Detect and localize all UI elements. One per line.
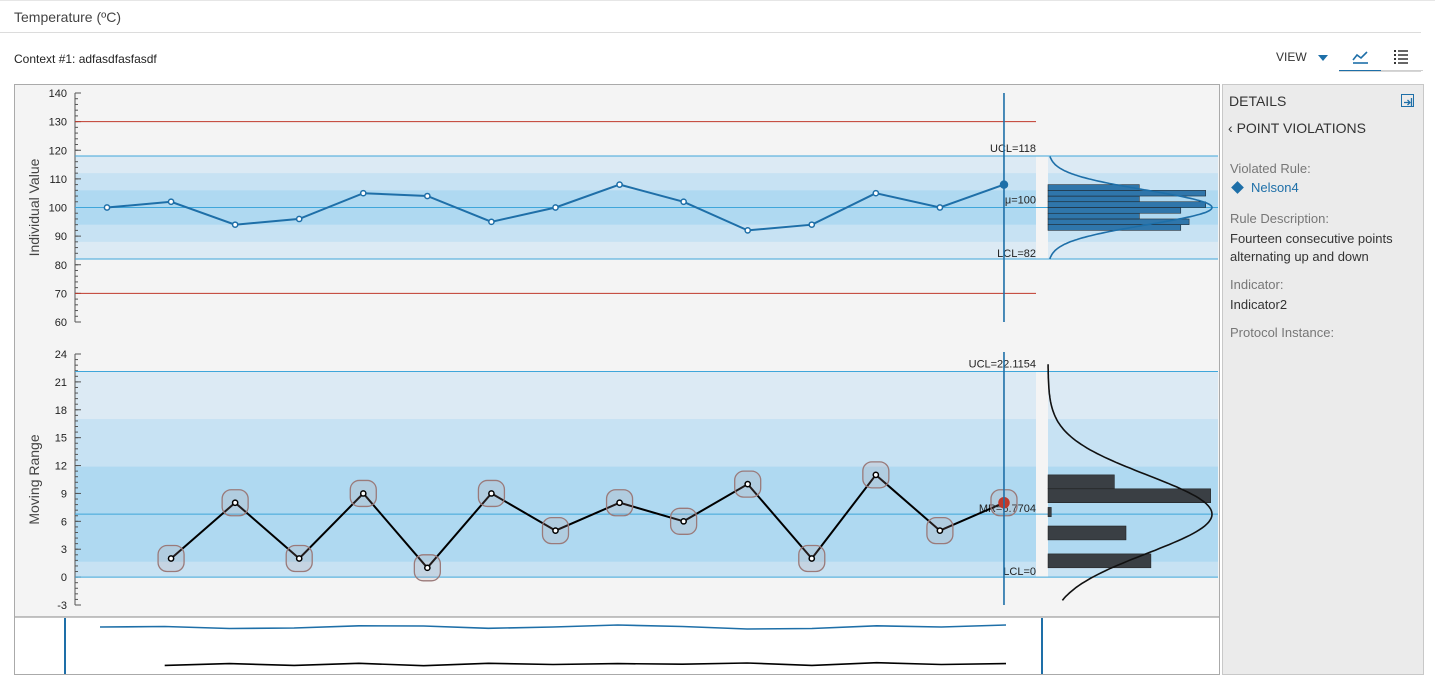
individual-value-point — [808, 221, 816, 229]
histogram-bar — [1047, 525, 1127, 541]
individual-value-point — [231, 221, 239, 229]
histogram-bar — [1047, 507, 1052, 517]
title-divider — [0, 32, 1421, 33]
context-label: Context #1: adfasdfasfasdf — [14, 52, 157, 66]
individual-value-point — [424, 192, 431, 200]
back-label: POINT VIOLATIONS — [1236, 120, 1366, 136]
diamond-icon — [1231, 181, 1244, 194]
y-tick-label: 12 — [55, 461, 67, 473]
moving-range-point — [231, 499, 239, 507]
control-chart-frame: 60 70 80 90 100 110 120 130 140 Individual Value U… — [14, 84, 1220, 675]
individual-value-point — [295, 215, 303, 223]
overview-moving-range-line — [164, 661, 1007, 667]
y-tick-label: 3 — [61, 544, 67, 556]
violated-rule-label: Violated Rule: — [1230, 161, 1311, 176]
individual-value-point — [872, 189, 880, 197]
y-tick-label: 90 — [55, 231, 67, 243]
moving-range-point — [872, 471, 880, 479]
y-tick-label: 140 — [49, 88, 67, 100]
y-tick-label: 70 — [55, 288, 67, 300]
collapse-panel-icon[interactable] — [1401, 94, 1414, 107]
y-tick-label: 0 — [61, 572, 67, 584]
histogram-bar — [1047, 195, 1140, 203]
histogram-bar — [1047, 474, 1115, 490]
individual-value-point — [616, 181, 623, 188]
histogram-bar — [1047, 488, 1211, 503]
line-chart-icon — [1352, 51, 1368, 64]
lcl-label: LCL=0 — [1003, 566, 1036, 578]
moving-range-point — [359, 490, 367, 497]
y-tick-label: 24 — [55, 349, 67, 361]
chevron-left-icon: ‹ — [1228, 120, 1233, 136]
individual-value-point — [744, 227, 752, 234]
individual-value-point — [167, 198, 175, 206]
y-axis-label: Individual Value — [26, 158, 42, 256]
moving-range-point — [488, 490, 495, 497]
back-to-violations-button[interactable]: ‹ POINT VIOLATIONS — [1228, 120, 1366, 136]
view-dropdown[interactable]: VIEW — [1276, 50, 1329, 64]
moving-range-point — [424, 564, 431, 572]
histogram-bar — [1047, 212, 1140, 220]
y-tick-label: 120 — [49, 145, 67, 157]
individual-value-point — [936, 204, 944, 211]
lcl-label: LCL=82 — [997, 248, 1036, 260]
moving-range-point — [680, 517, 687, 525]
individual-value-point — [103, 204, 111, 211]
histogram-bar — [1047, 224, 1182, 231]
indicator-value: Indicator2 — [1230, 297, 1288, 312]
top-rule — [0, 0, 1435, 1]
y-axis-label: Moving Range — [26, 434, 42, 524]
rule-description-value: Fourteen consecutive points alternating … — [1230, 231, 1393, 264]
y-tick-label: 6 — [61, 516, 67, 528]
y-tick-label: 130 — [49, 117, 67, 129]
mean-label: μ=100 — [1005, 195, 1036, 207]
moving-range-point — [936, 527, 944, 534]
y-tick-label: 9 — [61, 488, 67, 500]
y-tick-label: 18 — [55, 405, 67, 417]
overview-individual-line — [99, 624, 1007, 630]
histogram-bar — [1047, 207, 1182, 214]
tab-list-view[interactable] — [1381, 44, 1423, 71]
histogram-bar — [1047, 201, 1206, 208]
details-panel: DETAILS ‹ POINT VIOLATIONS Violated Rule… — [1222, 84, 1424, 675]
histogram-bar — [1047, 190, 1206, 197]
moving-range-point — [552, 527, 559, 534]
distribution-curve — [1049, 156, 1213, 260]
protocol-instance-label: Protocol Instance: — [1230, 325, 1335, 340]
individual-value-point — [359, 189, 367, 197]
moving-range-point — [167, 555, 175, 562]
y-tick-label: 110 — [49, 174, 67, 186]
page-title: Temperature (ºC) — [14, 9, 122, 25]
indicator-label: Indicator: — [1230, 277, 1284, 292]
y-tick-label: -3 — [57, 600, 67, 612]
chevron-down-icon — [1318, 54, 1329, 61]
details-title: DETAILS — [1229, 93, 1287, 109]
individual-value-point — [680, 198, 687, 206]
tab-divider — [1339, 71, 1421, 72]
ucl-label: UCL=118 — [990, 143, 1036, 155]
moving-range-point — [808, 555, 816, 562]
y-tick-label: 80 — [55, 260, 67, 272]
histogram-bar — [1047, 184, 1140, 191]
moving-range-point — [744, 480, 752, 488]
violated-rule-value: Nelson4 — [1251, 180, 1299, 195]
ucl-label: UCL=22.1154 — [969, 359, 1036, 371]
y-tick-label: 15 — [55, 433, 67, 445]
distribution-curve — [1047, 364, 1213, 601]
y-tick-label: 100 — [49, 203, 67, 215]
histogram-bar — [1047, 553, 1152, 569]
individual-value-point — [552, 204, 559, 211]
arrow-right-icon — [1404, 98, 1413, 107]
moving-range-point — [616, 499, 623, 507]
rule-description-label: Rule Description: — [1230, 211, 1329, 226]
tab-chart-view[interactable] — [1339, 44, 1381, 72]
individual-value-point — [488, 218, 495, 226]
y-tick-label: 21 — [55, 377, 67, 389]
list-icon — [1394, 50, 1408, 64]
view-label: VIEW — [1276, 50, 1307, 64]
moving-range-point — [295, 555, 303, 562]
violated-rule-link[interactable]: Nelson4 — [1231, 180, 1299, 195]
y-tick-label: 60 — [55, 317, 67, 329]
